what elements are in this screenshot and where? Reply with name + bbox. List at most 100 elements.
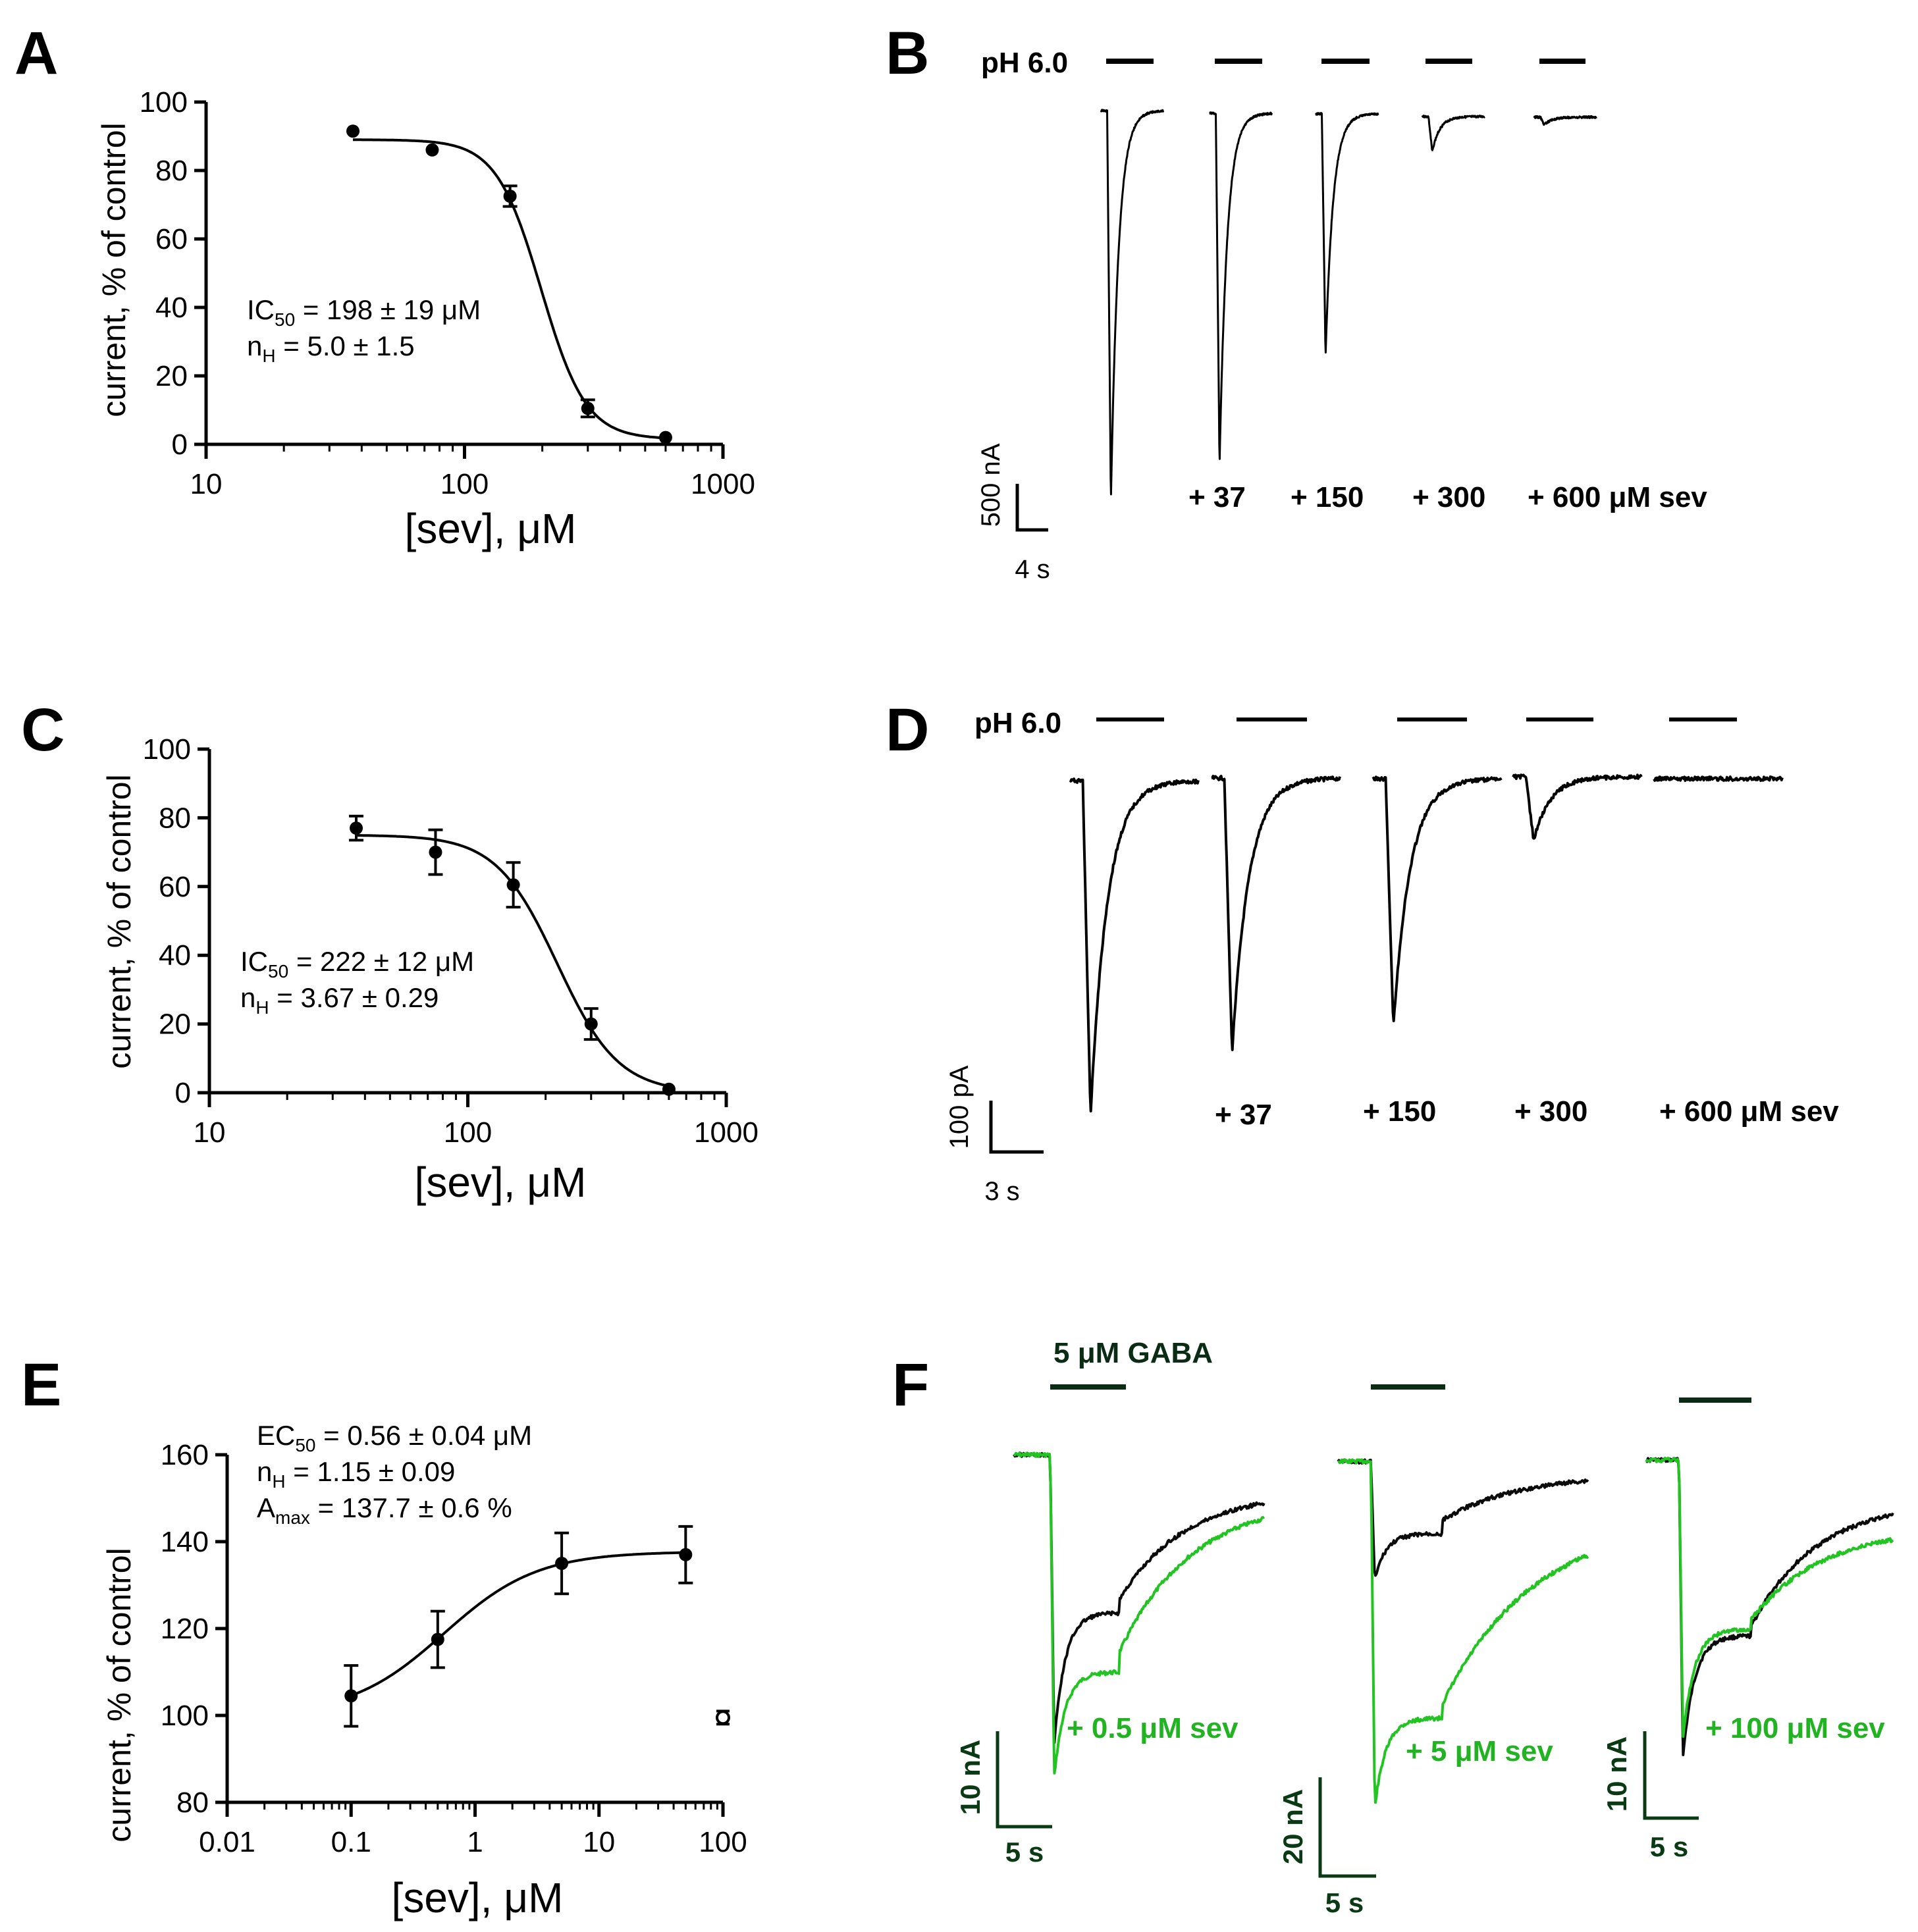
traces-f: 5 μM GABA + 0.5 μM sev + 5 μM sev + 100 … <box>955 1337 1894 1918</box>
current-trace-b <box>1421 115 1485 151</box>
y-tick-label-e: 120 <box>161 1613 209 1645</box>
annot-a-ic-sub: 50 <box>275 309 295 330</box>
conc-label-d-300: + 300 <box>1514 1095 1587 1128</box>
annot-e-a-sub: max <box>275 1507 310 1528</box>
y-axis-label-a: current, % of control <box>95 122 132 417</box>
scale-time-b: 4 s <box>1015 555 1050 584</box>
current-trace-d <box>1512 773 1643 840</box>
data-point-a <box>658 431 672 444</box>
x-tick-label-c: 100 <box>444 1116 492 1149</box>
scale-time-f-1: 5 s <box>1005 1837 1044 1867</box>
y-tick-label-e: 160 <box>161 1439 209 1471</box>
scale-time-f-2: 5 s <box>1325 1887 1364 1918</box>
annot-e-ec: EC <box>257 1420 295 1451</box>
x-axis-label-c: [sev], μM <box>415 1159 587 1206</box>
x-axis-label-e: [sev], μM <box>392 1874 564 1921</box>
plot-area-c: 0 20 40 60 80 100 10 100 1000 <box>143 733 759 1149</box>
annot-a-ic: IC <box>247 294 275 325</box>
gaba-trace-control-3 <box>1645 1457 1894 1756</box>
annot-a-line1: IC50 = 198 ± 19 μM <box>247 294 481 330</box>
y-tick-label-a: 100 <box>140 86 188 118</box>
scale-bar-f-3: 10 nA 5 s <box>1601 1731 1699 1862</box>
x-tick-label-e: 10 <box>583 1826 615 1858</box>
annot-e-n: n <box>257 1456 272 1487</box>
conc-label-b-150: + 150 <box>1291 481 1364 513</box>
gaba-label: 5 μM GABA <box>1053 1337 1213 1369</box>
fit-annotation-e: EC50 = 0.56 ± 0.04 μM nH = 1.15 ± 0.09 A… <box>257 1420 532 1528</box>
y-tick-label-e: 140 <box>161 1526 209 1558</box>
current-trace-d <box>1069 777 1200 1112</box>
y-tick-label-a: 80 <box>155 155 188 187</box>
x-tick-label-c: 10 <box>194 1116 226 1149</box>
annot-e-ec-sub: 50 <box>295 1435 315 1455</box>
scale-bar-d: 100 pA 3 s <box>945 1065 1044 1206</box>
gaba-trace-control-2 <box>1337 1458 1589 1577</box>
sev-label-1: + 0.5 μM sev <box>1067 1712 1239 1744</box>
gaba-trace-sev-2 <box>1337 1458 1589 1804</box>
scale-bar-f-1-lines <box>996 1731 1052 1829</box>
scale-bar-d-lines <box>989 1101 1044 1154</box>
plot-area-a: 0 20 40 60 80 100 10 100 1000 <box>140 86 755 500</box>
y-tick-label-e: 80 <box>176 1787 209 1819</box>
panel-letter-c: C <box>21 696 65 764</box>
data-point-a <box>346 124 360 138</box>
x-tick-label-a: 1000 <box>691 468 755 500</box>
annot-c-n-sub: H <box>255 997 269 1018</box>
annot-e-n-value: = 1.15 ± 0.09 <box>286 1456 456 1487</box>
sev-label-3: + 100 μM sev <box>1705 1712 1885 1744</box>
x-tick-label-e: 100 <box>699 1826 747 1858</box>
annot-c-line2: nH = 3.67 ± 0.29 <box>240 982 439 1018</box>
annot-c-ic-value: = 222 ± 12 μM <box>288 946 474 977</box>
gaba-trace-control-1 <box>1013 1451 1265 1744</box>
chart-e: 80 100 120 140 160 0.01 0.1 1 10 100 EC50 = 0.56 … <box>101 1420 747 1921</box>
annot-a-n-sub: H <box>262 346 275 366</box>
gaba-trace-sev-1 <box>1013 1451 1265 1775</box>
y-axis-label-c: current, % of control <box>101 774 138 1068</box>
fit-annotation-a: IC50 = 198 ± 19 μM nH = 5.0 ± 1.5 <box>247 294 481 366</box>
annot-e-line2: nH = 1.15 ± 0.09 <box>257 1456 455 1492</box>
x-axis-label-a: [sev], μM <box>405 505 577 552</box>
y-tick-label-c: 0 <box>175 1077 191 1109</box>
data-point-e <box>679 1548 693 1561</box>
panel-letter-e: E <box>21 1351 61 1419</box>
ph-label-d: pH 6.0 <box>974 707 1061 739</box>
scale-bar-b: 500 nA 4 s <box>976 443 1050 584</box>
y-tick-label-c: 80 <box>159 802 191 834</box>
annot-c-ic-sub: 50 <box>268 961 288 981</box>
data-point-a <box>503 190 517 203</box>
current-traces-b <box>1100 109 1597 496</box>
scale-bar-b-lines <box>1015 484 1048 532</box>
data-point-c <box>429 845 442 859</box>
conc-label-b-600: + 600 μM sev <box>1528 481 1707 513</box>
scale-current-f-2: 20 nA <box>1277 1789 1308 1864</box>
scale-bar-f-2-lines <box>1318 1777 1376 1878</box>
conc-label-d-600: + 600 μM sev <box>1659 1095 1839 1128</box>
annot-a-ic-value: = 198 ± 19 μM <box>295 294 481 325</box>
scale-bar-f-3-lines <box>1643 1731 1699 1820</box>
y-tick-label-c: 40 <box>159 939 191 972</box>
conc-label-d-150: + 150 <box>1363 1095 1436 1128</box>
chart-a: 0 20 40 60 80 100 10 100 1000 IC50 = 198 ± 19 μM… <box>95 86 755 552</box>
scale-bar-f-2: 20 nA 5 s <box>1277 1777 1376 1918</box>
annot-e-a: A <box>257 1492 275 1523</box>
annot-a-line2: nH = 5.0 ± 1.5 <box>247 330 415 366</box>
y-tick-label-c: 20 <box>159 1008 191 1041</box>
annot-e-a-value: = 137.7 ± 0.6 % <box>310 1492 512 1523</box>
panel-letter-b: B <box>886 20 929 87</box>
y-tick-label-a: 60 <box>155 223 188 255</box>
x-tick-label-c: 1000 <box>694 1116 759 1149</box>
conc-label-b-300: + 300 <box>1412 481 1485 513</box>
data-point-open-e <box>716 1710 730 1725</box>
scale-time-d: 3 s <box>984 1177 1019 1206</box>
current-trace-d <box>1211 775 1341 1051</box>
gaba-traces <box>1013 1451 1894 1804</box>
data-point-e <box>344 1689 358 1703</box>
scale-current-f-3: 10 nA <box>1601 1736 1632 1812</box>
plot-area-e: 80 100 120 140 160 0.01 0.1 1 10 100 <box>161 1439 747 1858</box>
data-point-c <box>584 1017 598 1031</box>
gaba-application-bars <box>1050 1384 1751 1403</box>
current-trace-d <box>1653 775 1784 782</box>
gaba-trace-sev-3 <box>1645 1457 1894 1738</box>
traces-b: pH 6.0 + 37 + 150 + 300 + 600 μM sev 500… <box>976 47 1707 584</box>
